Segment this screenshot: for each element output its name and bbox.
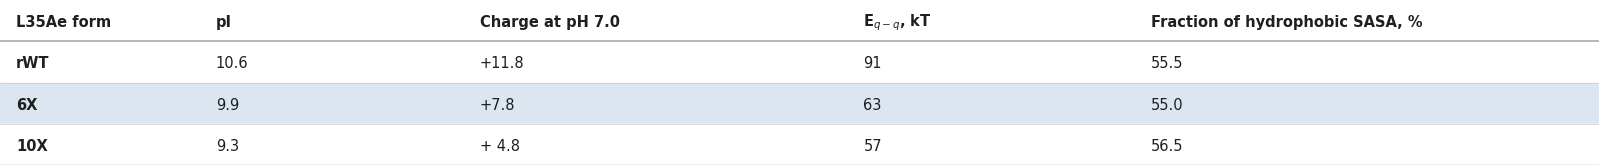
Text: Charge at pH 7.0: Charge at pH 7.0 (480, 15, 620, 30)
Text: pI: pI (216, 15, 232, 30)
Text: 10X: 10X (16, 139, 48, 154)
Text: 6X: 6X (16, 98, 37, 113)
Text: 55.0: 55.0 (1151, 98, 1183, 113)
Text: Fraction of hydrophobic SASA, %: Fraction of hydrophobic SASA, % (1151, 15, 1423, 30)
Text: 10.6: 10.6 (216, 56, 248, 71)
Text: E$_{q-q}$, kT: E$_{q-q}$, kT (863, 12, 932, 33)
Text: 91: 91 (863, 56, 883, 71)
Bar (0, 124, 1599, 165)
Text: 63: 63 (863, 98, 881, 113)
Text: +11.8: +11.8 (480, 56, 524, 71)
Text: 57: 57 (863, 139, 883, 154)
Text: L35Ae form: L35Ae form (16, 15, 110, 30)
Text: 9.3: 9.3 (216, 139, 238, 154)
Text: + 4.8: + 4.8 (480, 139, 520, 154)
Bar (0, 41, 1599, 82)
Text: rWT: rWT (16, 56, 50, 71)
Text: 56.5: 56.5 (1151, 139, 1183, 154)
Bar (0, 82, 1599, 124)
Bar (0, 0, 1599, 41)
Text: 9.9: 9.9 (216, 98, 240, 113)
Text: 55.5: 55.5 (1151, 56, 1183, 71)
Text: +7.8: +7.8 (480, 98, 515, 113)
